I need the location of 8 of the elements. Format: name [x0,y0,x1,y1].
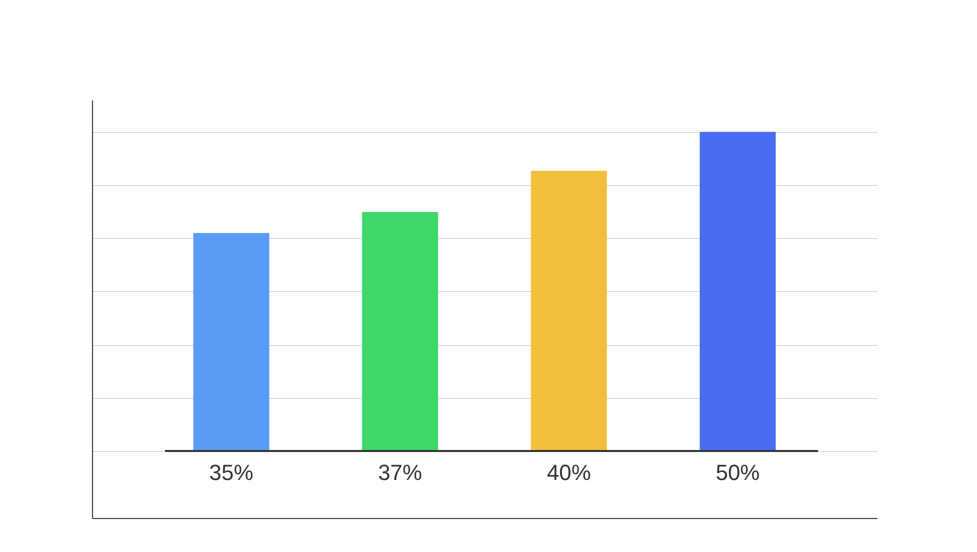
x-tick-label: 35% [209,460,254,485]
x-tick-label: 40% [546,460,591,485]
x-tick-label: 37% [378,460,422,485]
bar [362,212,438,451]
bar [700,132,776,451]
bar [530,170,607,451]
bar [193,233,270,451]
x-tick-label: 50% [716,460,760,485]
